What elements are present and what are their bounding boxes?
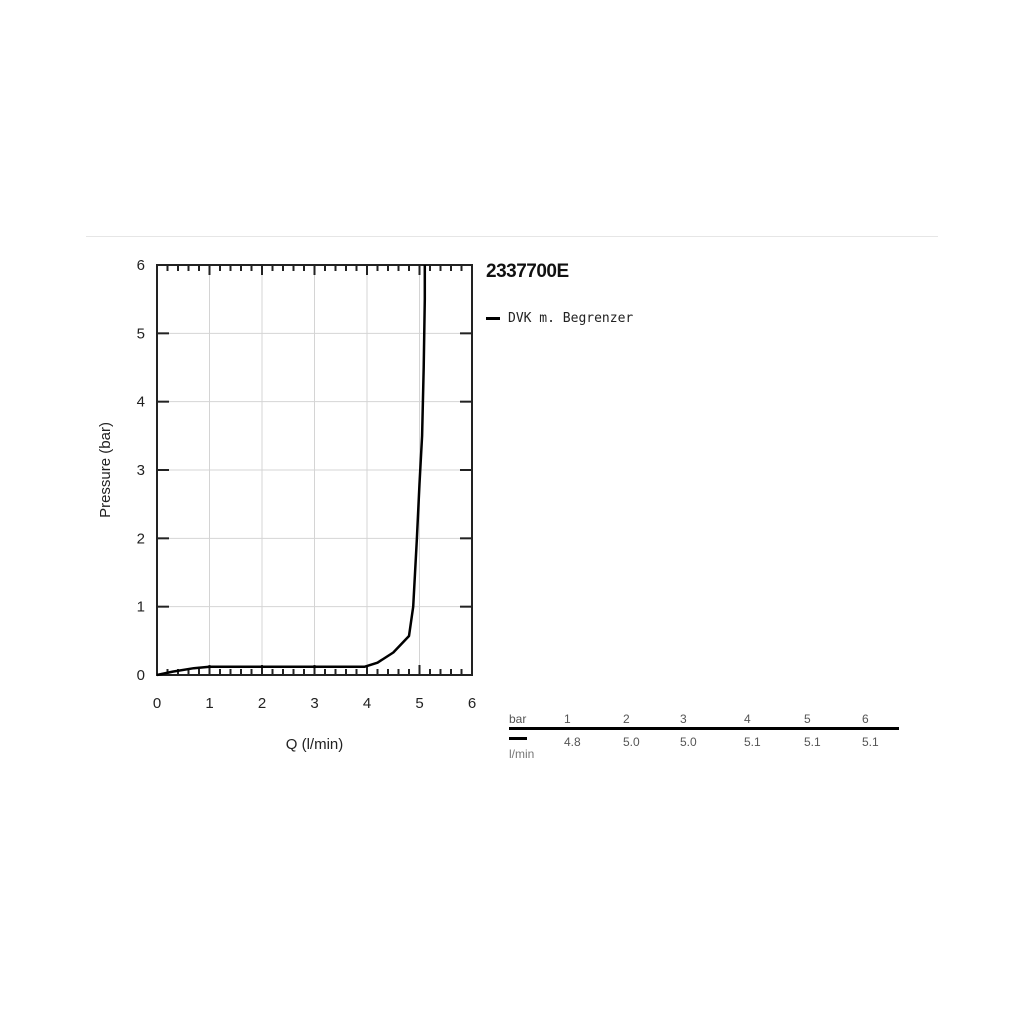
- legend: DVK m. Begrenzer: [486, 311, 633, 326]
- y-axis-label: Pressure (bar): [97, 422, 114, 518]
- y-tick-label: 4: [137, 394, 145, 411]
- x-tick-label: 3: [310, 695, 318, 712]
- y-tick-label: 1: [137, 599, 145, 616]
- series-line: [156, 265, 427, 677]
- x-tick-label: 5: [415, 695, 423, 712]
- flow-cell: 5.0: [680, 735, 697, 749]
- header-unit: bar: [509, 712, 527, 726]
- pressure-cell: 2: [623, 712, 630, 726]
- flow-cell: 5.0: [623, 735, 640, 749]
- flow-cell: 5.1: [862, 735, 879, 749]
- flow-cell: 5.1: [804, 735, 821, 749]
- y-tick-label: 6: [137, 257, 145, 274]
- legend-label: DVK m. Begrenzer: [508, 311, 634, 326]
- divider: [86, 236, 938, 237]
- x-axis-label: Q (l/min): [286, 736, 344, 753]
- table-header-row: bar 1 2 3 4 5 6: [509, 711, 899, 730]
- y-tick-label: 0: [137, 667, 145, 684]
- x-tick-label: 1: [205, 695, 213, 712]
- x-tick-label: 6: [468, 695, 476, 712]
- row-unit: l/min: [509, 747, 535, 761]
- y-tick-label: 3: [137, 462, 145, 479]
- pressure-cell: 4: [744, 712, 751, 726]
- flow-cell: 4.8: [564, 735, 581, 749]
- x-tick-label: 0: [153, 695, 161, 712]
- plot-frame: [156, 264, 473, 676]
- pressure-cell: 1: [564, 712, 571, 726]
- x-tick-label: 2: [258, 695, 266, 712]
- series-swatch: [509, 737, 527, 740]
- legend-swatch: [486, 317, 500, 320]
- flow-cell: 5.1: [744, 735, 761, 749]
- pressure-cell: 6: [862, 712, 869, 726]
- x-tick-label: 4: [363, 695, 371, 712]
- pressure-cell: 3: [680, 712, 687, 726]
- y-tick-label: 5: [137, 325, 145, 342]
- y-tick-label: 2: [137, 530, 145, 547]
- table-flow-row: 4.8 5.0 5.0 5.1 5.1 5.1: [509, 734, 899, 750]
- flow-table: bar 1 2 3 4 5 6 4.8 5.0 5.0 5.1 5.1 5.1 …: [509, 711, 899, 761]
- chart-title: 2337700E: [486, 261, 569, 282]
- pressure-cell: 5: [804, 712, 811, 726]
